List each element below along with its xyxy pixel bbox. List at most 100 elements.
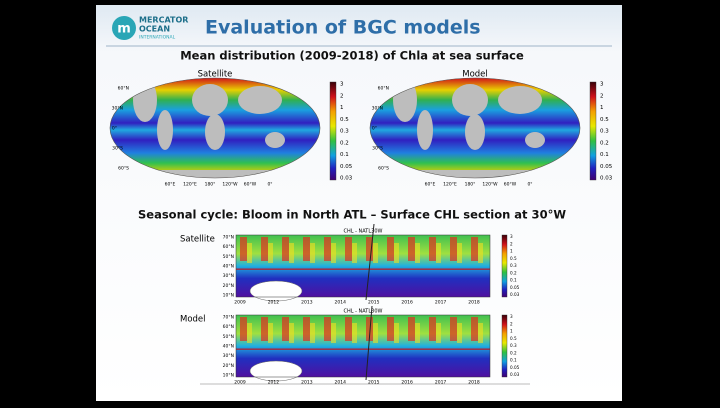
- bloom: [345, 317, 352, 341]
- lat-label: 20°N: [223, 283, 234, 289]
- bloom-yellow: [478, 243, 483, 263]
- colorbar: [329, 81, 337, 181]
- year-label: 2017: [435, 380, 447, 386]
- bloom-yellow: [331, 243, 336, 263]
- sections-title: Seasonal cycle: Bloom in North ATL – Sur…: [138, 208, 566, 222]
- lat-label: 60°S: [378, 166, 389, 172]
- colorbar-label: 1: [510, 329, 513, 334]
- logo-line: INTERNATIONAL: [139, 35, 176, 41]
- lat-label: 30°N: [112, 106, 123, 112]
- lon-label: 120°E: [183, 182, 197, 188]
- lat-label: 70°N: [223, 235, 234, 241]
- bloom: [387, 317, 394, 341]
- bloom: [261, 317, 268, 341]
- plot-title: CHL - NATL30W: [344, 309, 383, 315]
- colorbar: [589, 81, 597, 181]
- bloom-yellow: [289, 243, 294, 263]
- bloom-yellow: [436, 323, 441, 343]
- colorbar-label: 0.1: [510, 358, 517, 363]
- lat-label: 30°N: [223, 273, 234, 279]
- bloom: [429, 237, 436, 261]
- bloom-yellow: [352, 243, 357, 263]
- year-label: 2012: [268, 300, 280, 306]
- lat-label: 60°N: [223, 244, 234, 250]
- bloom-yellow: [436, 243, 441, 263]
- bloom: [240, 237, 247, 261]
- year-label: 2018: [468, 380, 480, 386]
- bloom: [261, 237, 268, 261]
- lon-label: 60°E: [425, 182, 436, 188]
- colorbar-label: 0.05: [510, 285, 520, 290]
- bloom: [324, 237, 331, 261]
- lon-label: 60°W: [244, 182, 257, 188]
- year-label: 2013: [301, 380, 313, 386]
- lon-label: 120°W: [482, 182, 498, 188]
- bloom: [303, 317, 310, 341]
- colorbar-label: 0.3: [600, 129, 609, 135]
- year-label: 2014: [335, 300, 347, 306]
- bloom-yellow: [394, 243, 399, 263]
- bloom: [324, 317, 331, 341]
- colorbar-label: 0.5: [510, 256, 517, 261]
- bloom-yellow: [310, 323, 315, 343]
- plot-title: CHL - NATL30W: [344, 229, 383, 235]
- colorbar-label: 2: [510, 241, 513, 246]
- panel-label: Model: [462, 70, 488, 80]
- bloom-yellow: [268, 243, 273, 263]
- logo-mark: [112, 16, 136, 40]
- panel-label: Satellite: [198, 70, 233, 80]
- continent: [238, 86, 282, 114]
- lat-label: 60°N: [223, 324, 234, 330]
- colorbar-label: 0.05: [340, 164, 353, 170]
- annotation-arrow: [365, 223, 375, 301]
- bloom: [303, 237, 310, 261]
- continent: [192, 84, 228, 116]
- colorbar-label: 0.5: [510, 336, 517, 341]
- colorbar-label: 0.1: [600, 152, 609, 158]
- colorbar-label: 1: [340, 105, 344, 111]
- map-outline: [369, 77, 581, 179]
- bloom-yellow: [373, 243, 378, 263]
- lat-label: 10°N: [223, 373, 234, 379]
- colorbar-label: 0.3: [510, 343, 517, 348]
- map-antarctica: [110, 170, 320, 178]
- bloom-yellow: [289, 323, 294, 343]
- bloom-yellow: [352, 323, 357, 343]
- bloom-yellow: [247, 323, 252, 343]
- colorbar-label: 0.2: [600, 140, 609, 146]
- lon-label: 120°W: [222, 182, 238, 188]
- lat-label: 30°S: [372, 146, 383, 152]
- lat-label: 30°S: [112, 146, 123, 152]
- lat-label: 60°N: [378, 86, 389, 92]
- bloom: [366, 237, 373, 261]
- year-label: 2015: [368, 300, 380, 306]
- lat-label: 70°N: [223, 315, 234, 321]
- bloom-yellow: [373, 323, 378, 343]
- year-label: 2016: [401, 380, 413, 386]
- colorbar-label: 0.5: [340, 117, 349, 123]
- lon-label: 120°E: [443, 182, 457, 188]
- colorbar: [501, 314, 508, 378]
- lat-label: 30°N: [372, 106, 383, 112]
- colorbar-label: 3: [600, 82, 604, 88]
- map-antarctica: [370, 170, 580, 178]
- continent: [157, 110, 173, 150]
- year-label: 2015: [368, 380, 380, 386]
- colorbar-label: 0.05: [600, 164, 613, 170]
- panel-label: Satellite: [180, 235, 215, 245]
- lat-label: 60°S: [118, 166, 129, 172]
- bloom: [366, 317, 373, 341]
- lon-label: 0°: [527, 182, 532, 188]
- continent: [465, 114, 485, 150]
- bloom-yellow: [268, 323, 273, 343]
- colorbar: [501, 234, 508, 298]
- colorbar-label: 0.03: [510, 372, 520, 377]
- inset-map: [249, 280, 303, 302]
- colorbar-label: 0.2: [510, 350, 517, 355]
- year-label: 2012: [268, 380, 280, 386]
- continent: [498, 86, 542, 114]
- lat-label: 0°: [112, 126, 117, 132]
- continent: [205, 114, 225, 150]
- world-map: [110, 78, 320, 178]
